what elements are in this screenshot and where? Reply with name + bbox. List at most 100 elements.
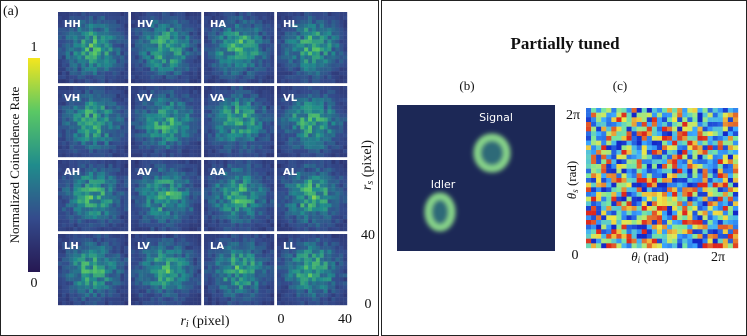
- pixel: [324, 172, 328, 176]
- pixel: [204, 285, 208, 289]
- pixel: [243, 277, 247, 281]
- pixel: [223, 149, 227, 153]
- pixel: [178, 246, 182, 250]
- pixel: [89, 203, 93, 207]
- pixel: [208, 125, 212, 129]
- pixel: [116, 71, 120, 75]
- pixel: [247, 28, 251, 32]
- pixel: [300, 192, 304, 196]
- pixel: [174, 102, 178, 106]
- pixel: [320, 160, 324, 164]
- pixel: [89, 246, 93, 250]
- pixel: [112, 102, 116, 106]
- pixel: [112, 188, 116, 192]
- pixel: [324, 32, 328, 36]
- pixel: [270, 118, 274, 122]
- pixel: [139, 36, 143, 40]
- pixel: [335, 211, 339, 215]
- pixel: [66, 36, 70, 40]
- pixel: [150, 59, 154, 63]
- pixel: [101, 254, 105, 258]
- pixel: [220, 133, 224, 137]
- pixel: [223, 75, 227, 79]
- pixel: [251, 281, 255, 285]
- pixel: [247, 258, 251, 262]
- pixel: [289, 258, 293, 262]
- pixel: [105, 168, 109, 172]
- pixel: [223, 79, 227, 83]
- pixel: [277, 285, 281, 289]
- pixel: [227, 141, 231, 145]
- pixel: [58, 203, 62, 207]
- pixel: [189, 215, 193, 219]
- pixel: [81, 79, 85, 83]
- pixel: [185, 40, 189, 44]
- pixel: [328, 32, 332, 36]
- pixel: [247, 254, 251, 258]
- pixel: [243, 98, 247, 102]
- pixel: [296, 86, 300, 90]
- pixel: [189, 125, 193, 129]
- pixel: [158, 24, 162, 28]
- pixel: [58, 114, 62, 118]
- pixel: [308, 28, 312, 32]
- pixel: [204, 188, 208, 192]
- pixel: [182, 94, 186, 98]
- pixel: [235, 63, 239, 67]
- pixel: [185, 79, 189, 83]
- pixel: [320, 184, 324, 188]
- pixel: [93, 192, 97, 196]
- pixel: [109, 184, 113, 188]
- pixel: [231, 172, 235, 176]
- pixel: [143, 122, 147, 126]
- pixel: [147, 125, 151, 129]
- pixel: [124, 262, 128, 266]
- pixel: [335, 67, 339, 71]
- pixel: [223, 277, 227, 281]
- pixel: [331, 219, 335, 223]
- pixel: [109, 258, 113, 262]
- pixel: [77, 192, 81, 196]
- pixel: [239, 55, 243, 59]
- pixel: [296, 125, 300, 129]
- pixel: [247, 63, 251, 67]
- pixel: [324, 180, 328, 184]
- pixel: [251, 207, 255, 211]
- pixel: [62, 114, 66, 118]
- pixel: [247, 118, 251, 122]
- pixel: [247, 211, 251, 215]
- pixel: [331, 176, 335, 180]
- pixel: [312, 168, 316, 172]
- pixel: [124, 44, 128, 48]
- pixel: [135, 110, 139, 114]
- pixel: [112, 67, 116, 71]
- pixel: [251, 51, 255, 55]
- pixel: [58, 223, 62, 227]
- pixel: [308, 227, 312, 231]
- pixel: [135, 114, 139, 118]
- pixel: [174, 63, 178, 67]
- pixel: [182, 110, 186, 114]
- pixel: [189, 40, 193, 44]
- pixel: [223, 184, 227, 188]
- pixel: [112, 164, 116, 168]
- pixel: [220, 199, 224, 203]
- pixel: [197, 110, 201, 114]
- pixel: [162, 90, 166, 94]
- pixel: [227, 153, 231, 157]
- pixel: [289, 114, 293, 118]
- pixel: [258, 215, 262, 219]
- pixel: [101, 149, 105, 153]
- pixel: [231, 160, 235, 164]
- pixel: [220, 79, 224, 83]
- pixel: [97, 86, 101, 90]
- pixel: [235, 129, 239, 133]
- pixel: [154, 160, 158, 164]
- pixel: [193, 110, 197, 114]
- pixel: [223, 196, 227, 200]
- pixel: [97, 262, 101, 266]
- pixel: [216, 86, 220, 90]
- pixel: [227, 12, 231, 16]
- pixel: [120, 168, 124, 172]
- pixel: [124, 67, 128, 71]
